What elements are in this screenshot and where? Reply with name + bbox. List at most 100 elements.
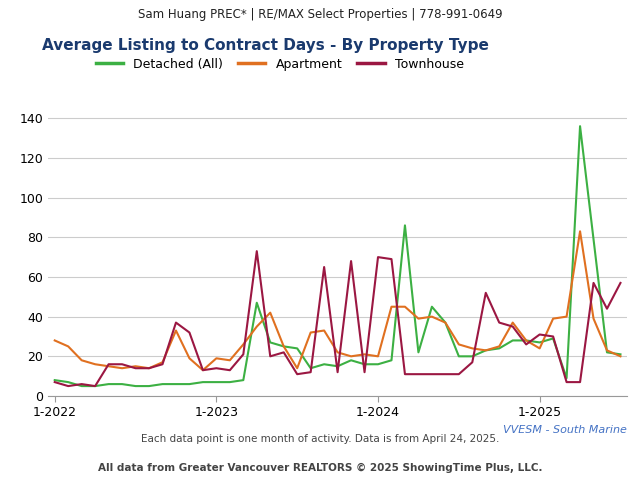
Townhouse (253, 248, 260, 254)
Detached (All) (388, 358, 396, 363)
Detached (All) (145, 383, 153, 389)
Townhouse (442, 372, 449, 377)
Detached (All) (401, 223, 409, 228)
Detached (All) (172, 381, 180, 387)
Apartment (576, 228, 584, 234)
Apartment (455, 342, 463, 348)
Apartment (428, 314, 436, 320)
Apartment (603, 348, 611, 353)
Apartment (280, 344, 287, 349)
Townhouse (334, 369, 342, 375)
Apartment (186, 355, 193, 361)
Apartment (522, 337, 530, 343)
Detached (All) (186, 381, 193, 387)
Detached (All) (307, 365, 314, 371)
Apartment (549, 316, 557, 322)
Townhouse (589, 280, 597, 286)
Detached (All) (482, 348, 490, 353)
Text: Sam Huang PREC* | RE/MAX Select Properties | 778-991-0649: Sam Huang PREC* | RE/MAX Select Properti… (138, 8, 502, 22)
Townhouse (428, 372, 436, 377)
Townhouse (293, 372, 301, 377)
Townhouse (226, 367, 234, 373)
Detached (All) (442, 320, 449, 325)
Apartment (118, 365, 126, 371)
Apartment (374, 353, 382, 359)
Detached (All) (105, 381, 113, 387)
Townhouse (549, 334, 557, 339)
Townhouse (78, 381, 86, 387)
Apartment (78, 358, 86, 363)
Detached (All) (132, 383, 140, 389)
Townhouse (239, 351, 247, 357)
Townhouse (266, 353, 274, 359)
Apartment (495, 344, 503, 349)
Detached (All) (334, 363, 342, 369)
Townhouse (361, 369, 369, 375)
Detached (All) (253, 300, 260, 306)
Detached (All) (361, 361, 369, 367)
Townhouse (118, 361, 126, 367)
Townhouse (199, 367, 207, 373)
Apartment (348, 353, 355, 359)
Townhouse (280, 349, 287, 355)
Line: Townhouse: Townhouse (55, 251, 620, 386)
Apartment (266, 310, 274, 315)
Detached (All) (118, 381, 126, 387)
Detached (All) (78, 383, 86, 389)
Townhouse (92, 383, 99, 389)
Detached (All) (549, 336, 557, 341)
Townhouse (51, 379, 59, 385)
Apartment (589, 316, 597, 322)
Townhouse (522, 342, 530, 348)
Townhouse (536, 332, 543, 337)
Detached (All) (239, 377, 247, 383)
Text: All data from Greater Vancouver REALTORS © 2025 ShowingTime Plus, LLC.: All data from Greater Vancouver REALTORS… (98, 463, 542, 473)
Text: VVESM - South Marine: VVESM - South Marine (503, 425, 627, 435)
Apartment (509, 320, 516, 325)
Apartment (199, 367, 207, 373)
Detached (All) (266, 339, 274, 345)
Detached (All) (159, 381, 166, 387)
Townhouse (65, 383, 72, 389)
Townhouse (415, 372, 422, 377)
Apartment (159, 360, 166, 365)
Detached (All) (509, 337, 516, 343)
Townhouse (495, 320, 503, 325)
Apartment (293, 365, 301, 371)
Apartment (334, 349, 342, 355)
Townhouse (348, 258, 355, 264)
Apartment (132, 363, 140, 369)
Townhouse (159, 361, 166, 367)
Townhouse (468, 360, 476, 365)
Legend: Detached (All), Apartment, Townhouse: Detached (All), Apartment, Townhouse (91, 53, 468, 75)
Detached (All) (576, 123, 584, 129)
Apartment (307, 330, 314, 336)
Apartment (212, 355, 220, 361)
Detached (All) (65, 379, 72, 385)
Apartment (65, 344, 72, 349)
Detached (All) (415, 349, 422, 355)
Detached (All) (51, 377, 59, 383)
Detached (All) (212, 379, 220, 385)
Apartment (361, 351, 369, 357)
Townhouse (616, 280, 624, 286)
Townhouse (374, 254, 382, 260)
Detached (All) (320, 361, 328, 367)
Apartment (482, 348, 490, 353)
Townhouse (509, 324, 516, 329)
Townhouse (603, 306, 611, 312)
Townhouse (320, 264, 328, 270)
Townhouse (186, 330, 193, 336)
Townhouse (172, 320, 180, 325)
Apartment (253, 324, 260, 329)
Townhouse (482, 290, 490, 296)
Detached (All) (280, 344, 287, 349)
Townhouse (401, 372, 409, 377)
Detached (All) (293, 346, 301, 351)
Townhouse (455, 372, 463, 377)
Townhouse (132, 365, 140, 371)
Detached (All) (428, 304, 436, 310)
Townhouse (576, 379, 584, 385)
Apartment (145, 365, 153, 371)
Apartment (226, 358, 234, 363)
